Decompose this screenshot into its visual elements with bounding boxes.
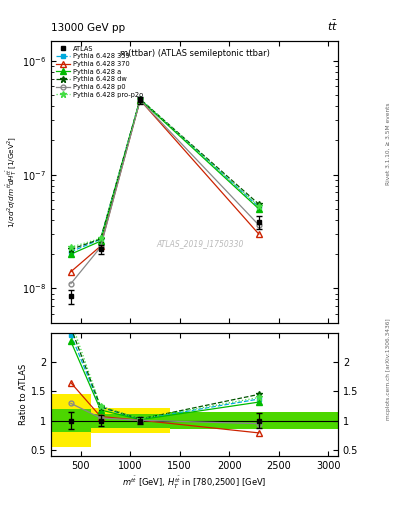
Text: m(ttbar) (ATLAS semileptonic ttbar): m(ttbar) (ATLAS semileptonic ttbar) [119,50,270,58]
Text: $t\bar{t}$: $t\bar{t}$ [327,19,338,33]
Text: Rivet 3.1.10, ≥ 3.5M events: Rivet 3.1.10, ≥ 3.5M events [386,102,391,185]
Y-axis label: $1/\sigma\,d^2\!\sigma/d\,m^{t\bar{t}}\!d H_T^{t\bar{t}}\,[1/\mathrm{GeV}^2]$: $1/\sigma\,d^2\!\sigma/d\,m^{t\bar{t}}\!… [5,136,19,228]
Text: mcplots.cern.ch [arXiv:1306.3436]: mcplots.cern.ch [arXiv:1306.3436] [386,318,391,419]
Y-axis label: Ratio to ATLAS: Ratio to ATLAS [19,364,28,425]
X-axis label: $m^{t\bar{t}}$ [GeV], $H_T^{t\bar{t}}$ in [780,2500] [GeV]: $m^{t\bar{t}}$ [GeV], $H_T^{t\bar{t}}$ i… [122,475,267,491]
Text: ATLAS_2019_I1750330: ATLAS_2019_I1750330 [156,239,244,248]
Text: 13000 GeV pp: 13000 GeV pp [51,23,125,33]
Legend: ATLAS, Pythia 6.428 359, Pythia 6.428 370, Pythia 6.428 a, Pythia 6.428 dw, Pyth: ATLAS, Pythia 6.428 359, Pythia 6.428 37… [54,45,145,99]
